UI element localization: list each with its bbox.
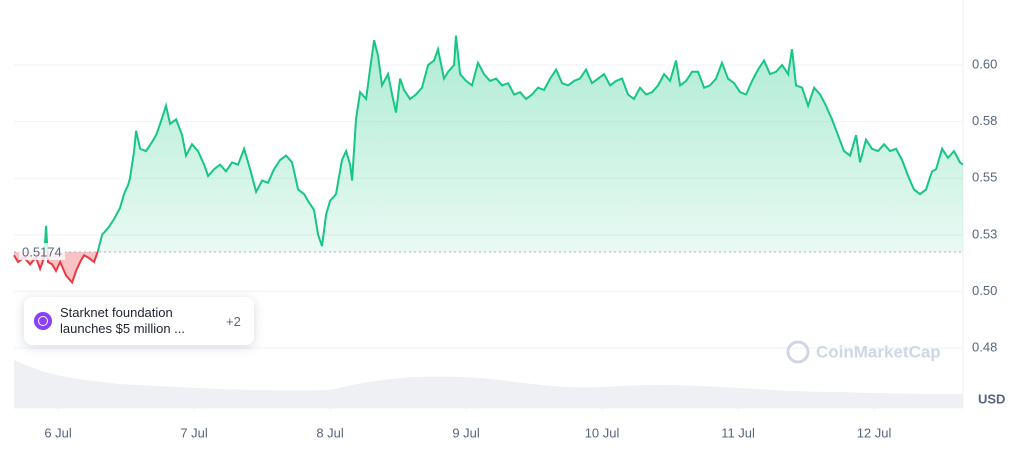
baseline-label: 0.5174 xyxy=(22,244,62,259)
area-fill-down xyxy=(14,252,98,283)
y-tick-label: 0.53 xyxy=(972,226,997,241)
event-text: Starknet foundation launches $5 million … xyxy=(60,305,186,336)
currency-label: USD xyxy=(978,391,1005,406)
y-tick-label: 0.48 xyxy=(972,339,997,354)
x-tick-label: 10 Jul xyxy=(585,425,620,440)
baseline-label-bg xyxy=(19,243,65,261)
x-tick-label: 11 Jul xyxy=(721,425,755,440)
watermark: CoinMarketCap xyxy=(816,342,941,361)
y-tick-label: 0.60 xyxy=(972,56,997,71)
event-icon xyxy=(34,312,52,330)
event-more[interactable]: +2 xyxy=(226,313,241,329)
y-tick-label: 0.55 xyxy=(972,170,997,185)
x-tick-label: 8 Jul xyxy=(316,425,344,440)
area-fill xyxy=(44,35,963,253)
x-tick-label: 6 Jul xyxy=(44,425,72,440)
y-tick-label: 0.50 xyxy=(972,283,997,298)
x-tick-label: 7 Jul xyxy=(180,425,208,440)
price-line xyxy=(43,35,964,253)
x-tick-label: 9 Jul xyxy=(452,425,480,440)
x-tick-label: 12 Jul xyxy=(857,425,892,440)
watermark-logo xyxy=(786,340,810,364)
volume-area xyxy=(14,360,963,408)
y-tick-label: 0.58 xyxy=(972,113,997,128)
event-tooltip[interactable]: Starknet foundation launches $5 million … xyxy=(24,297,254,345)
